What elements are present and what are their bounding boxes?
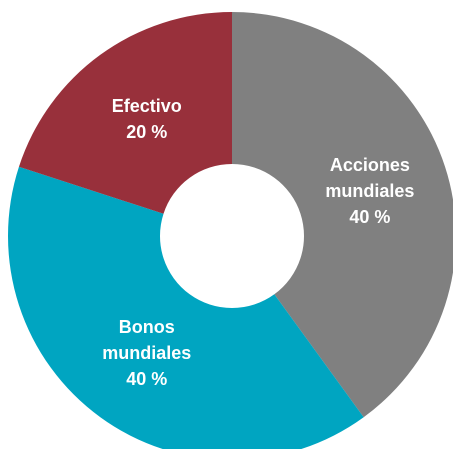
- category-label: Efectivo: [111, 95, 182, 116]
- donut-slice: [8, 166, 364, 449]
- slice-label: Bonos mundiales 40 %: [82, 314, 212, 392]
- donut-slice: [232, 12, 453, 418]
- value-label: 20 %: [126, 121, 168, 142]
- slice-label: Acciones mundiales 40 %: [305, 152, 435, 230]
- donut-slice: [18, 12, 232, 214]
- slice-label: Efectivo 20 %: [82, 93, 212, 145]
- value-label: 40 %: [126, 369, 168, 390]
- value-label: 40 %: [349, 207, 391, 228]
- category-label: Acciones mundiales: [325, 155, 415, 202]
- category-label: Bonos mundiales: [102, 317, 192, 364]
